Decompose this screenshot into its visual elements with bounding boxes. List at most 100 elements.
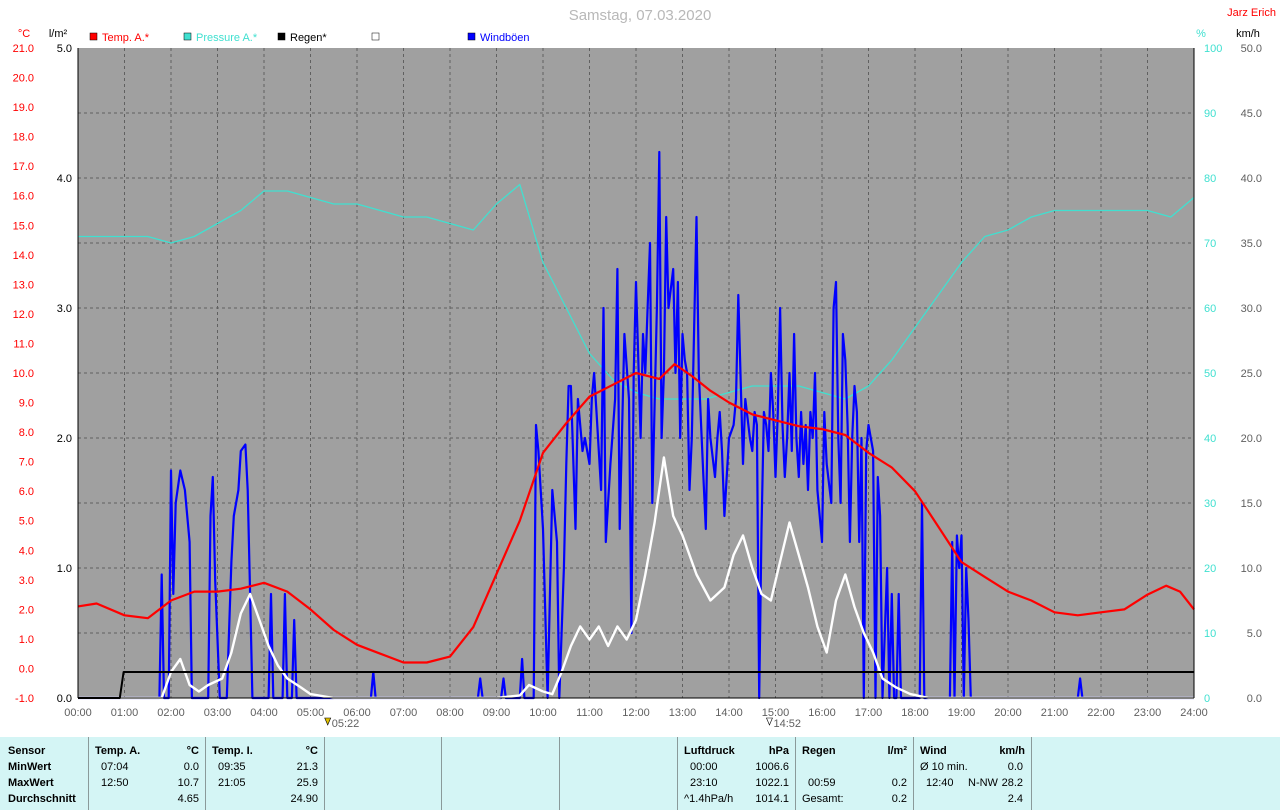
temp-tick-label: 8.0 xyxy=(19,427,34,439)
separator xyxy=(1031,737,1032,810)
sunrise-marker xyxy=(324,717,332,726)
temp-a-unit: °C xyxy=(186,745,199,757)
rain-axis-unit: l/m² xyxy=(49,28,68,40)
wind-tick-label: 50.0 xyxy=(1241,43,1262,55)
wind-tick-label: 45.0 xyxy=(1241,108,1262,120)
temp-tick-label: -1.0 xyxy=(15,693,34,705)
separator xyxy=(88,737,89,810)
temp-i-max-time: 21:05 xyxy=(218,777,246,789)
legend-label: Windböen xyxy=(480,32,530,44)
wind-avg: 2.4 xyxy=(1007,793,1023,805)
pressure-column: Luftdruck hPa 00:00 1006.6 23:10 1022.1 … xyxy=(678,737,795,810)
rain-header: Regen xyxy=(802,745,836,757)
pressure-tick-label: 70 xyxy=(1204,238,1216,250)
statistics-panel xyxy=(0,737,1280,810)
legend-swatch xyxy=(467,32,476,41)
wind-column: Wind km/h Ø 10 min. 0.0 12:40 N-NW 28.2 … xyxy=(914,737,1031,810)
x-tick-label: 22:00 xyxy=(1087,707,1115,719)
x-tick-label: 04:00 xyxy=(250,707,278,719)
temp-tick-label: 18.0 xyxy=(13,132,34,144)
separator xyxy=(913,737,914,810)
pressure-tick-label: 0 xyxy=(1204,693,1210,705)
x-tick-label: 16:00 xyxy=(808,707,836,719)
wind-tick-label: 10.0 xyxy=(1241,563,1262,575)
separator xyxy=(324,737,325,810)
x-tick-label: 10:00 xyxy=(529,707,557,719)
wind-avg10-value: 0.0 xyxy=(1007,761,1023,773)
separator xyxy=(795,737,796,810)
legend-label: Regen* xyxy=(290,32,327,44)
gust-series-line xyxy=(78,150,1194,700)
wind-tick-label: 0.0 xyxy=(1247,693,1262,705)
temp-tick-label: 14.0 xyxy=(13,250,34,262)
sunrise-label: 05:22 xyxy=(332,718,360,730)
temp-tick-label: 11.0 xyxy=(13,338,34,350)
x-tick-label: 14:00 xyxy=(715,707,743,719)
x-tick-label: 24:00 xyxy=(1180,707,1208,719)
temp-a-min-value: 0.0 xyxy=(183,761,199,773)
legend-label: Wind* xyxy=(384,32,414,44)
legend: Temp. A.* Pressure A.* Regen* Wind* Windböen xyxy=(89,32,530,44)
pressure-tick-label: 20 xyxy=(1204,563,1216,575)
rain-tick-label: 2.0 xyxy=(57,433,72,445)
temp-a-min-time: 07:04 xyxy=(101,761,129,773)
temp-tick-label: 10.0 xyxy=(13,368,34,380)
rain-unit: l/m² xyxy=(887,745,907,757)
x-tick-label: 08:00 xyxy=(436,707,464,719)
temp-tick-label: 6.0 xyxy=(19,486,34,498)
author-label: Jarz Erich xyxy=(1227,7,1276,19)
temp-i-max-value: 25.9 xyxy=(296,777,318,789)
pressure-series-line xyxy=(78,183,1195,400)
x-tick-label: 06:00 xyxy=(343,707,371,719)
row-label-max: MaxWert xyxy=(8,777,54,789)
temp-a-avg: 4.65 xyxy=(177,793,199,805)
pressure-tick-label: 100 xyxy=(1204,43,1222,55)
temp-tick-label: 16.0 xyxy=(13,191,34,203)
x-tick-label: 19:00 xyxy=(948,707,976,719)
markers: 05:22 14:52 xyxy=(324,717,801,730)
legend-label: Pressure A.* xyxy=(196,32,258,44)
sensor-column: Sensor MinWert MaxWert Durchschnitt xyxy=(0,737,88,810)
temp-i-unit: °C xyxy=(305,745,318,757)
x-tick-label: 20:00 xyxy=(994,707,1022,719)
temp-tick-label: 17.0 xyxy=(13,161,34,173)
legend-swatch xyxy=(89,32,98,41)
temp-series-line xyxy=(77,363,1195,664)
temp-a-max-value: 10.7 xyxy=(177,777,199,789)
x-tick-label: 21:00 xyxy=(1041,707,1069,719)
pressure-header: Luftdruck xyxy=(684,745,735,757)
legend-swatch xyxy=(371,32,380,41)
axes-layer: -1.0 0.0 1.0 2.0 3.0 4.0 5.0 6.0 7.0 8.0 9.0 10.0 11… xyxy=(13,43,1262,719)
x-tick-label: 23:00 xyxy=(1134,707,1162,719)
pressure-tick-label: 80 xyxy=(1204,173,1216,185)
temp-tick-label: 4.0 xyxy=(19,545,34,557)
x-tick-label: 07:00 xyxy=(390,707,418,719)
wind-header: Wind xyxy=(920,745,947,757)
x-tick-label: 01:00 xyxy=(111,707,139,719)
temp-i-column: Temp. I. °C 09:35 21.3 21:05 25.9 24.90 xyxy=(206,737,324,810)
wind-series-line xyxy=(78,456,1194,700)
separator xyxy=(559,737,560,810)
pressure-tick-label: 40 xyxy=(1204,433,1216,445)
row-label-avg: Durchschnitt xyxy=(8,793,76,805)
pressure-axis-unit: % xyxy=(1196,28,1206,40)
legend-swatch xyxy=(183,32,192,41)
wind-tick-label: 40.0 xyxy=(1241,173,1262,185)
temp-tick-label: 20.0 xyxy=(13,73,34,85)
legend-label: Temp. A.* xyxy=(102,32,150,44)
rain-tick-label: 4.0 xyxy=(57,173,72,185)
temp-tick-label: 13.0 xyxy=(13,279,34,291)
temp-a-max-time: 12:50 xyxy=(101,777,129,789)
pressure-min-value: 1006.6 xyxy=(755,761,789,773)
temp-tick-label: 15.0 xyxy=(13,220,34,232)
separator xyxy=(205,737,206,810)
pressure-unit: hPa xyxy=(768,745,789,757)
temp-a-header: Temp. A. xyxy=(95,745,141,757)
wind-max-value: 28.2 xyxy=(1001,777,1023,789)
temp-tick-label: 1.0 xyxy=(19,634,34,646)
wind-max-direction: N-NW xyxy=(968,777,998,789)
x-tick-label: 09:00 xyxy=(483,707,511,719)
wind-tick-label: 30.0 xyxy=(1241,303,1262,315)
x-tick-label: 05:00 xyxy=(297,707,325,719)
temp-a-column: Temp. A. °C 07:04 0.0 12:50 10.7 4.65 xyxy=(89,737,205,810)
